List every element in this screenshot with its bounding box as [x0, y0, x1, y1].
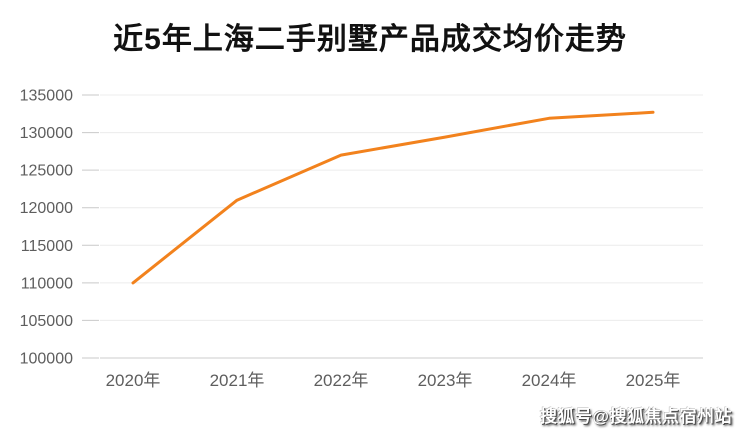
- y-axis-label: 130000: [20, 125, 73, 142]
- x-axis-label: 2022年: [314, 371, 369, 390]
- y-axis-label: 100000: [20, 351, 73, 368]
- y-axis-label: 105000: [20, 313, 73, 330]
- y-axis-label: 115000: [21, 238, 73, 255]
- x-axis-label: 2025年: [626, 371, 681, 390]
- y-axis-label: 125000: [20, 163, 73, 180]
- x-axis-label: 2023年: [418, 371, 473, 390]
- y-axis-label: 110000: [21, 275, 73, 292]
- x-axis-label: 2020年: [106, 371, 161, 390]
- price-trend-line: [131, 110, 655, 285]
- y-axis-label: 120000: [20, 200, 73, 217]
- x-axis-label: 2021年: [210, 371, 265, 390]
- y-axis-label: 135000: [20, 88, 73, 105]
- x-axis-label: 2024年: [522, 371, 577, 390]
- watermark: 搜狐号@搜狐焦点宿州站: [539, 407, 732, 426]
- chart-title: 近5年上海二手别墅产品成交均价走势: [113, 23, 627, 56]
